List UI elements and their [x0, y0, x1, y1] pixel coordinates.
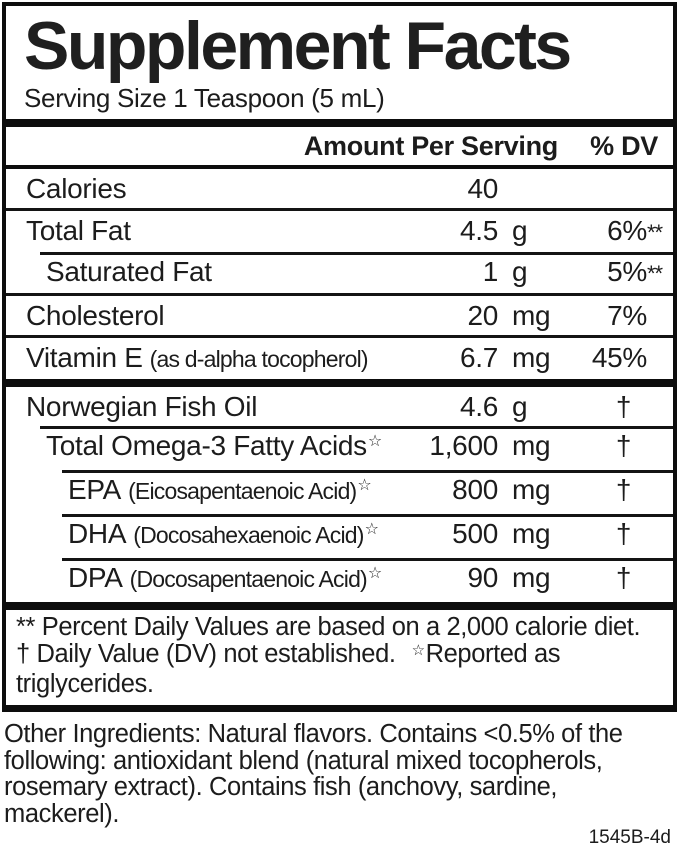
nutrient-row: Cholesterol 20 mg 7% [6, 293, 673, 335]
amount-per-serving-header: Amount Per Serving [303, 131, 558, 161]
amount-value: 1 [482, 256, 499, 287]
nutrient-name-text: DPA [68, 562, 123, 593]
panel-title: Supplement Facts [24, 8, 572, 84]
daily-value-text: † [615, 518, 632, 549]
daily-value-cell: 5% ** [570, 256, 665, 289]
section-divider-bar [6, 379, 673, 387]
nutrient-name-text: Cholesterol [26, 300, 165, 331]
amount-value: 4.6 [459, 391, 498, 422]
nutrient-name: DPA (Docosapentaenoic Acid)☆ [26, 562, 403, 598]
amount-value: 800 [452, 474, 498, 505]
star-icon: ☆ [367, 565, 382, 582]
nutrient-name-text: Calories [26, 173, 127, 204]
nutrient-row: Total Fat 4.5 g 6% ** [6, 208, 673, 252]
nutrient-detail: (as d-alpha tocopherol) [149, 346, 369, 372]
product-code: 1545B-4d [588, 827, 671, 848]
star-icon: ☆ [411, 642, 425, 659]
amount-unit: g [512, 256, 528, 287]
daily-value-text: 5% [607, 256, 647, 287]
amount-unit: mg [512, 300, 551, 331]
nutrient-name: DHA (Docosahexaenoic Acid)☆ [26, 518, 403, 554]
other-ingredients-line: rosemary extract). Contains fish (anchov… [4, 773, 558, 828]
amount-unit: mg [512, 562, 551, 593]
footnote-dagger-text: † Daily Value (DV) not established. [16, 640, 396, 668]
daily-value-text: † [615, 391, 632, 422]
daily-value-cell: † [570, 391, 665, 422]
percent-dv-header: % DV [590, 131, 658, 161]
daily-value-text: † [615, 562, 632, 593]
amount-value: 500 [452, 518, 498, 549]
nutrient-name: Saturated Fat [26, 256, 403, 287]
footnote-daily-values: ** Percent Daily Values are based on a 2… [16, 613, 641, 641]
daily-value-text: 6% [607, 215, 647, 246]
nutrient-detail: (Eicosapentaenoic Acid) [128, 478, 357, 504]
daily-value-text: † [615, 430, 632, 461]
amount-unit: mg [512, 430, 551, 461]
nutrient-detail: (Docosapentaenoic Acid) [129, 566, 368, 592]
amount-value: 20 [467, 300, 498, 331]
daily-value-cell: 6% ** [570, 215, 665, 248]
daily-value-cell: 45% [570, 342, 665, 373]
nutrient-name: Total Fat [26, 215, 403, 246]
nutrient-name: EPA (Eicosapentaenoic Acid)☆ [26, 474, 403, 510]
other-ingredients: Other Ingredients: Natural flavors. Cont… [4, 721, 675, 827]
amount-value: 4.5 [459, 215, 498, 246]
nutrient-row: Total Omega-3 Fatty Acids☆ 1,600 mg † [6, 426, 673, 470]
daily-value-cell: † [570, 562, 665, 593]
nutrient-row: EPA (Eicosapentaenoic Acid)☆ 800 mg † [6, 470, 673, 514]
section-divider-bar [6, 119, 673, 127]
nutrient-name: Calories [26, 173, 403, 204]
amount-value: 6.7 [459, 342, 498, 373]
nutrient-name-text: Total Omega-3 Fatty Acids [46, 430, 367, 461]
other-ingredients-line: Other Ingredients: Natural flavors. Cont… [4, 720, 623, 748]
nutrient-detail: (Docosahexaenoic Acid) [133, 522, 364, 548]
supplement-facts-panel: Supplement Facts Serving Size 1 Teaspoon… [2, 2, 677, 712]
amount-value: 90 [467, 562, 498, 593]
footnote-dv-not-established: † Daily Value (DV) not established. ☆Repo… [16, 641, 665, 698]
other-ingredients-line: following: antioxidant blend (natural mi… [4, 746, 603, 775]
daily-value-suffix: ** [647, 220, 663, 245]
daily-value-text: † [615, 474, 632, 505]
column-header-row: Amount Per Serving % DV [6, 127, 673, 169]
amount-value: 40 [467, 173, 498, 204]
facts-rows: Calories 40 Total Fat 4.5 g 6% ** Saturated Fat… [6, 169, 673, 602]
star-icon: ☆ [367, 433, 382, 450]
daily-value-cell: † [570, 518, 665, 549]
daily-value-cell: † [570, 430, 665, 461]
amount-value: 1,600 [429, 430, 498, 461]
nutrient-row: Norwegian Fish Oil 4.6 g † [6, 387, 673, 426]
nutrient-name-text: Vitamin E [26, 342, 143, 373]
section-divider-bar [6, 602, 673, 610]
nutrient-name: Total Omega-3 Fatty Acids☆ [26, 430, 403, 466]
amount-unit: g [512, 391, 528, 422]
nutrient-row: DPA (Docosapentaenoic Acid)☆ 90 mg † [6, 558, 673, 602]
daily-value-text: 45% [591, 342, 647, 373]
nutrient-name-text: EPA [68, 474, 122, 505]
daily-value-suffix: ** [647, 261, 663, 286]
star-icon: ☆ [357, 477, 372, 494]
nutrient-row: Vitamin E (as d-alpha tocopherol) 6.7 mg 45% [6, 335, 673, 379]
nutrient-name-text: Norwegian Fish Oil [26, 391, 258, 422]
nutrient-name: Norwegian Fish Oil [26, 391, 403, 422]
amount-unit: mg [512, 342, 551, 373]
amount-unit: mg [512, 518, 551, 549]
amount-unit: g [512, 215, 528, 246]
star-icon: ☆ [364, 521, 379, 538]
nutrient-name-text: Saturated Fat [46, 256, 212, 287]
daily-value-cell: † [570, 474, 665, 505]
daily-value-text: 7% [607, 300, 647, 331]
title-block: Supplement Facts Serving Size 1 Teaspoon… [6, 6, 673, 119]
footnote-triglycerides-text: Reported as triglycerides. [16, 640, 561, 698]
nutrient-name: Vitamin E (as d-alpha tocopherol) [26, 342, 403, 375]
nutrient-name: Cholesterol [26, 300, 403, 331]
nutrient-row: Calories 40 [6, 169, 673, 208]
footnotes: ** Percent Daily Values are based on a 2… [6, 610, 673, 705]
nutrient-row: DHA (Docosahexaenoic Acid)☆ 500 mg † [6, 514, 673, 558]
daily-value-cell: 7% [570, 300, 665, 331]
amount-unit: mg [512, 474, 551, 505]
nutrient-row: Saturated Fat 1 g 5% ** [6, 252, 673, 293]
nutrient-name-text: DHA [68, 518, 127, 549]
nutrient-name-text: Total Fat [26, 215, 131, 246]
serving-size: Serving Size 1 Teaspoon (5 mL) [24, 83, 385, 113]
